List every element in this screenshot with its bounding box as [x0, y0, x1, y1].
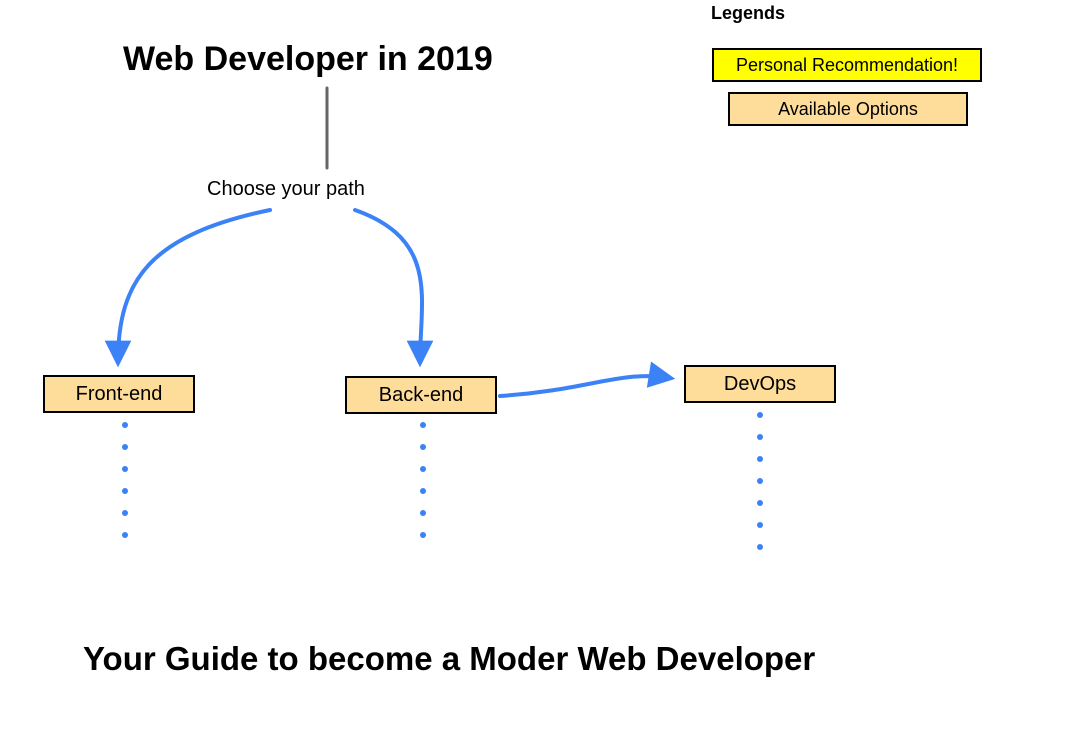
connector-choose-to-frontend [118, 210, 270, 362]
trail-dot-backend [420, 466, 426, 472]
trail-dot-backend [420, 532, 426, 538]
trail-dot-devops [757, 434, 763, 440]
trail-dot-backend [420, 488, 426, 494]
footer-title: Your Guide to become a Moder Web Develop… [83, 640, 815, 678]
trail-dot-frontend [122, 466, 128, 472]
trail-dot-frontend [122, 532, 128, 538]
trail-dot-frontend [122, 444, 128, 450]
trail-dot-devops [757, 478, 763, 484]
trail-dot-frontend [122, 488, 128, 494]
trail-dot-devops [757, 500, 763, 506]
legend-available: Available Options [728, 92, 968, 126]
page-title: Web Developer in 2019 [123, 40, 493, 79]
choose-path-label: Choose your path [207, 178, 365, 201]
node-backend: Back-end [345, 376, 497, 414]
trail-dot-backend [420, 510, 426, 516]
legend-personal: Personal Recommendation! [712, 48, 982, 82]
node-devops: DevOps [684, 365, 836, 403]
trail-dot-devops [757, 522, 763, 528]
trail-dot-frontend [122, 422, 128, 428]
trail-dot-devops [757, 544, 763, 550]
trail-dot-backend [420, 422, 426, 428]
trail-dot-devops [757, 412, 763, 418]
diagram-canvas: Web Developer in 2019 Choose your path L… [0, 0, 1080, 748]
trail-dot-backend [420, 444, 426, 450]
node-frontend: Front-end [43, 375, 195, 413]
trail-dot-devops [757, 456, 763, 462]
trail-dot-frontend [122, 510, 128, 516]
connector-choose-to-backend [355, 210, 422, 362]
connector-backend-to-devops [500, 376, 670, 396]
legends-title: Legends [711, 3, 785, 24]
